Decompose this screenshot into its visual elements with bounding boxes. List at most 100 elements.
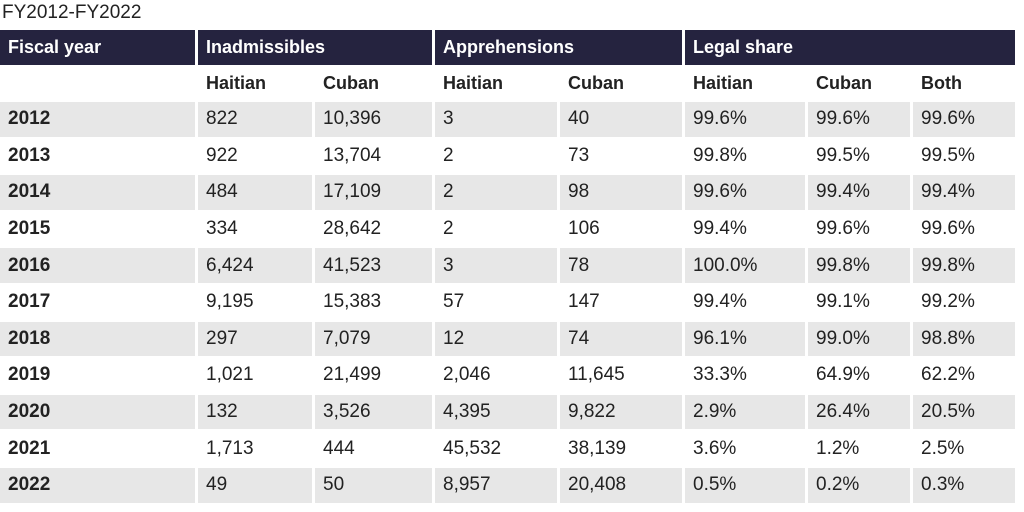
table-cell: 41,523 (315, 248, 432, 283)
table-cell: 922 (206, 144, 238, 166)
table-cell: 0.3% (913, 468, 1015, 503)
table-cell: 9,195 (206, 291, 254, 313)
table-cell: 17,109 (315, 175, 432, 210)
table-cell: 99.0% (808, 321, 910, 357)
table-cell: 21,499 (323, 364, 382, 386)
table-cell: 334 (206, 218, 238, 240)
table-cell: 2.9% (685, 394, 805, 430)
table-cell: 6,424 (198, 248, 312, 283)
table-cell: 106 (568, 218, 600, 240)
table-cell: 3,526 (315, 394, 432, 430)
column-header: Cuban (568, 73, 624, 93)
group-header: Fiscal year (0, 30, 195, 65)
table-cell: 20,408 (560, 468, 682, 503)
table-cell: 50 (315, 468, 432, 503)
table-cell: 49 (198, 468, 312, 503)
table-cell: 96.1% (685, 321, 805, 357)
column-header: Haitian (693, 73, 754, 93)
group-header: Apprehensions (435, 30, 682, 65)
table-cell: 3 (435, 102, 557, 137)
table-cell: 99.6% (921, 218, 975, 240)
table-cell: 99.1% (816, 291, 870, 313)
table-cell: 20.5% (913, 394, 1015, 430)
row-header: 2014 (0, 175, 195, 210)
group-header: Inadmissibles (198, 30, 432, 65)
table-cell: 1,713 (206, 437, 254, 459)
table-cell: 9,822 (560, 394, 682, 430)
table-cell: 10,396 (315, 102, 432, 137)
row-header: 2020 (0, 394, 195, 430)
table-cell: 99.6% (685, 102, 805, 137)
row-header: 2016 (0, 248, 195, 283)
table-cell: 99.8% (913, 248, 1015, 283)
table-cell: 98 (560, 175, 682, 210)
table-cell: 99.6% (816, 218, 870, 240)
row-header: 2018 (0, 321, 195, 357)
table-cell: 11,645 (568, 364, 625, 386)
table-cell: 45,532 (443, 437, 502, 459)
table-cell: 2,046 (443, 364, 491, 386)
table-cell: 99.8% (808, 248, 910, 283)
row-header: 2012 (0, 102, 195, 137)
table-cell: 100.0% (685, 248, 805, 283)
row-header: 2017 (8, 291, 51, 313)
table-cell: 2 (435, 175, 557, 210)
table-cell: 444 (323, 437, 355, 459)
table-cell: 99.4% (913, 175, 1015, 210)
table-cell: 99.6% (685, 175, 805, 210)
table-cell: 78 (560, 248, 682, 283)
table-cell: 99.5% (816, 144, 870, 166)
table-cell: 99.5% (921, 144, 975, 166)
row-header: 2015 (8, 218, 51, 240)
table-cell: 40 (560, 102, 682, 137)
group-header: Legal share (685, 30, 1015, 65)
table-cell: 1,021 (206, 364, 254, 386)
column-header: Cuban (816, 73, 872, 93)
table-cell: 0.5% (685, 468, 805, 503)
table-cell: 297 (198, 321, 312, 357)
table-cell: 26.4% (808, 394, 910, 430)
table-cell: 57 (443, 291, 465, 313)
table-cell: 33.3% (693, 364, 747, 386)
table-cell: 1.2% (816, 437, 860, 459)
table-cell: 2 (443, 218, 454, 240)
table-cell: 12 (435, 321, 557, 357)
row-header: 2022 (0, 468, 195, 503)
subtitle: FY2012-FY2022 (2, 2, 142, 23)
table-cell: 99.8% (693, 144, 747, 166)
table-cell: 2.5% (921, 437, 965, 459)
column-header: Haitian (443, 73, 504, 93)
table-cell: 62.2% (921, 364, 975, 386)
table-cell: 484 (198, 175, 312, 210)
table-cell: 147 (568, 291, 600, 313)
table-cell: 99.4% (808, 175, 910, 210)
table-cell: 99.4% (693, 218, 747, 240)
column-header: Haitian (206, 73, 267, 93)
table-cell: 99.4% (693, 291, 747, 313)
table-cell: 99.2% (921, 291, 975, 313)
table-cell: 3 (435, 248, 557, 283)
table-cell: 98.8% (913, 321, 1015, 357)
table-cell: 74 (560, 321, 682, 357)
table-cell: 2 (443, 144, 454, 166)
row-header: 2019 (8, 364, 51, 386)
table-cell: 99.6% (808, 102, 910, 137)
table-cell: 7,079 (315, 321, 432, 357)
table-cell: 38,139 (568, 437, 627, 459)
table-cell: 0.2% (808, 468, 910, 503)
column-header: Both (921, 73, 962, 93)
table-cell: 132 (198, 394, 312, 430)
table-cell: 28,642 (323, 218, 382, 240)
row-header: 2021 (8, 437, 51, 459)
table-cell: 3.6% (693, 437, 737, 459)
table-cell: 64.9% (816, 364, 870, 386)
row-header: 2013 (8, 144, 51, 166)
table-cell: 822 (198, 102, 312, 137)
table-cell: 13,704 (323, 144, 382, 166)
table-cell: 99.6% (913, 102, 1015, 137)
table-cell: 15,383 (323, 291, 382, 313)
table-cell: 8,957 (435, 468, 557, 503)
table-cell: 4,395 (435, 394, 557, 430)
column-header: Cuban (323, 73, 379, 93)
